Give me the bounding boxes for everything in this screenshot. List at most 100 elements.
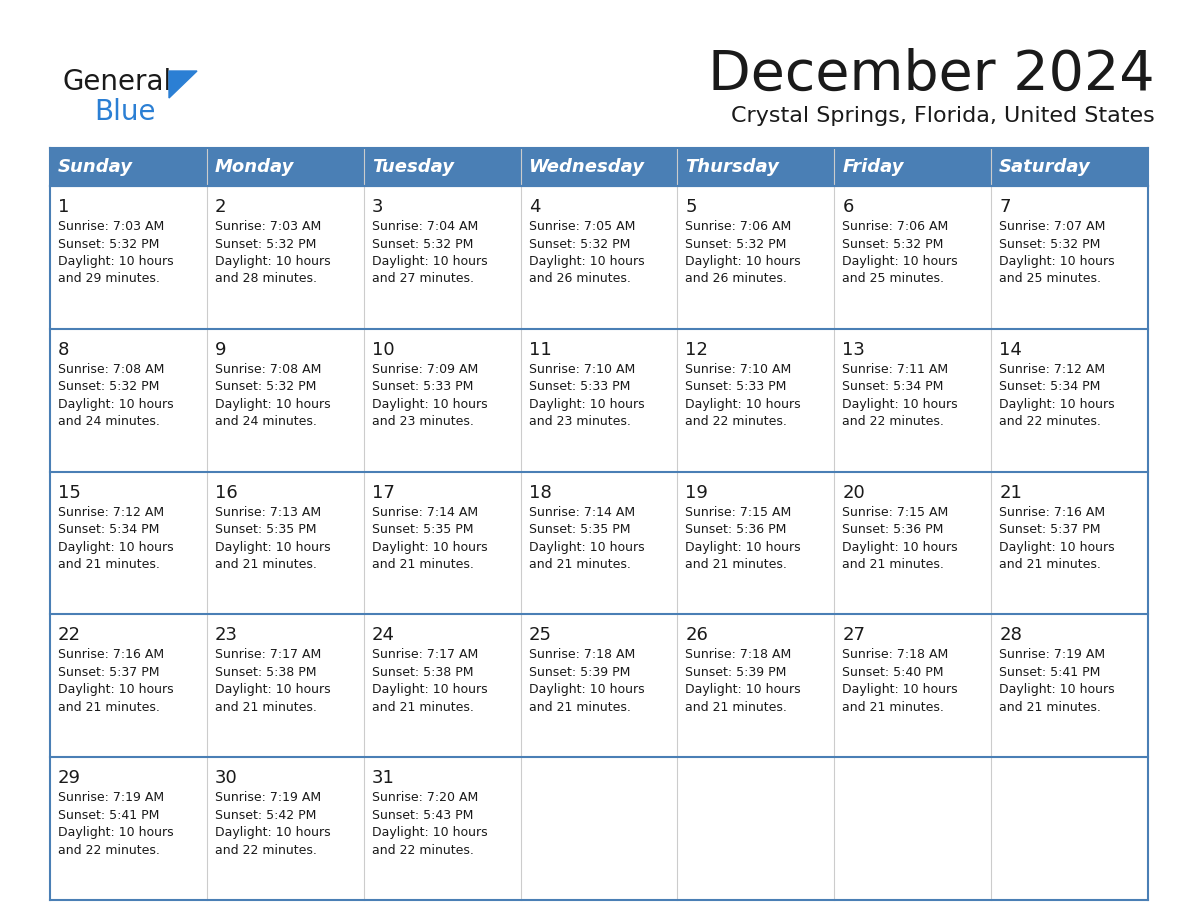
- Text: and 22 minutes.: and 22 minutes.: [58, 844, 160, 856]
- Text: Sunset: 5:39 PM: Sunset: 5:39 PM: [529, 666, 630, 679]
- Text: 15: 15: [58, 484, 81, 501]
- Text: 8: 8: [58, 341, 69, 359]
- Text: Sunrise: 7:14 AM: Sunrise: 7:14 AM: [372, 506, 478, 519]
- Text: Sunrise: 7:07 AM: Sunrise: 7:07 AM: [999, 220, 1106, 233]
- Text: Sunrise: 7:19 AM: Sunrise: 7:19 AM: [999, 648, 1105, 661]
- Text: Daylight: 10 hours: Daylight: 10 hours: [529, 683, 644, 697]
- Text: Daylight: 10 hours: Daylight: 10 hours: [529, 541, 644, 554]
- Text: and 21 minutes.: and 21 minutes.: [999, 701, 1101, 714]
- Text: Sunrise: 7:15 AM: Sunrise: 7:15 AM: [842, 506, 948, 519]
- Text: Sunset: 5:42 PM: Sunset: 5:42 PM: [215, 809, 316, 822]
- Text: Sunset: 5:32 PM: Sunset: 5:32 PM: [529, 238, 630, 251]
- Text: 5: 5: [685, 198, 697, 216]
- Text: Sunset: 5:32 PM: Sunset: 5:32 PM: [215, 380, 316, 393]
- Text: Sunset: 5:33 PM: Sunset: 5:33 PM: [529, 380, 630, 393]
- Text: 31: 31: [372, 769, 394, 788]
- Text: 24: 24: [372, 626, 394, 644]
- Text: Crystal Springs, Florida, United States: Crystal Springs, Florida, United States: [732, 106, 1155, 126]
- Bar: [50, 148, 1148, 186]
- Text: 1: 1: [58, 198, 69, 216]
- Text: 22: 22: [58, 626, 81, 644]
- Text: Sunset: 5:32 PM: Sunset: 5:32 PM: [685, 238, 786, 251]
- Text: Sunset: 5:33 PM: Sunset: 5:33 PM: [685, 380, 786, 393]
- Text: 20: 20: [842, 484, 865, 501]
- Text: Sunset: 5:38 PM: Sunset: 5:38 PM: [215, 666, 316, 679]
- Text: Sunrise: 7:03 AM: Sunrise: 7:03 AM: [215, 220, 321, 233]
- Text: Sunrise: 7:11 AM: Sunrise: 7:11 AM: [842, 363, 948, 375]
- Text: Sunrise: 7:09 AM: Sunrise: 7:09 AM: [372, 363, 478, 375]
- Text: Sunrise: 7:04 AM: Sunrise: 7:04 AM: [372, 220, 478, 233]
- Text: and 21 minutes.: and 21 minutes.: [215, 701, 317, 714]
- Text: and 28 minutes.: and 28 minutes.: [215, 273, 317, 285]
- Text: Sunset: 5:43 PM: Sunset: 5:43 PM: [372, 809, 473, 822]
- Text: and 21 minutes.: and 21 minutes.: [685, 558, 788, 571]
- Text: Daylight: 10 hours: Daylight: 10 hours: [58, 826, 173, 839]
- Text: and 21 minutes.: and 21 minutes.: [842, 701, 944, 714]
- Text: and 21 minutes.: and 21 minutes.: [215, 558, 317, 571]
- Text: Daylight: 10 hours: Daylight: 10 hours: [685, 683, 801, 697]
- Text: Sunset: 5:36 PM: Sunset: 5:36 PM: [685, 523, 786, 536]
- Text: Daylight: 10 hours: Daylight: 10 hours: [58, 255, 173, 268]
- Text: Sunset: 5:37 PM: Sunset: 5:37 PM: [58, 666, 159, 679]
- Text: Sunset: 5:41 PM: Sunset: 5:41 PM: [999, 666, 1100, 679]
- Text: Daylight: 10 hours: Daylight: 10 hours: [215, 683, 330, 697]
- Text: and 23 minutes.: and 23 minutes.: [372, 415, 474, 429]
- Text: Daylight: 10 hours: Daylight: 10 hours: [58, 541, 173, 554]
- Text: Sunrise: 7:15 AM: Sunrise: 7:15 AM: [685, 506, 791, 519]
- Text: 7: 7: [999, 198, 1011, 216]
- Text: Sunrise: 7:14 AM: Sunrise: 7:14 AM: [529, 506, 634, 519]
- Text: 30: 30: [215, 769, 238, 788]
- Text: Sunset: 5:34 PM: Sunset: 5:34 PM: [999, 380, 1100, 393]
- Text: 10: 10: [372, 341, 394, 359]
- Text: Daylight: 10 hours: Daylight: 10 hours: [842, 397, 958, 410]
- Text: Sunset: 5:32 PM: Sunset: 5:32 PM: [58, 380, 159, 393]
- Text: Daylight: 10 hours: Daylight: 10 hours: [372, 397, 487, 410]
- Text: and 24 minutes.: and 24 minutes.: [215, 415, 317, 429]
- Text: and 21 minutes.: and 21 minutes.: [372, 558, 474, 571]
- Text: Sunset: 5:34 PM: Sunset: 5:34 PM: [842, 380, 943, 393]
- Text: 3: 3: [372, 198, 384, 216]
- Text: and 24 minutes.: and 24 minutes.: [58, 415, 160, 429]
- Text: 11: 11: [529, 341, 551, 359]
- Text: and 25 minutes.: and 25 minutes.: [999, 273, 1101, 285]
- Text: 17: 17: [372, 484, 394, 501]
- Text: Sunrise: 7:08 AM: Sunrise: 7:08 AM: [215, 363, 321, 375]
- Text: Daylight: 10 hours: Daylight: 10 hours: [372, 255, 487, 268]
- Text: and 26 minutes.: and 26 minutes.: [685, 273, 788, 285]
- Bar: [50, 614, 1148, 757]
- Text: 26: 26: [685, 626, 708, 644]
- Text: Daylight: 10 hours: Daylight: 10 hours: [215, 541, 330, 554]
- Text: Sunset: 5:32 PM: Sunset: 5:32 PM: [999, 238, 1100, 251]
- Text: Sunrise: 7:03 AM: Sunrise: 7:03 AM: [58, 220, 164, 233]
- Text: and 23 minutes.: and 23 minutes.: [529, 415, 631, 429]
- Text: Blue: Blue: [94, 98, 156, 126]
- Text: Daylight: 10 hours: Daylight: 10 hours: [372, 683, 487, 697]
- Polygon shape: [169, 71, 197, 98]
- Text: Daylight: 10 hours: Daylight: 10 hours: [529, 255, 644, 268]
- Text: and 22 minutes.: and 22 minutes.: [999, 415, 1101, 429]
- Text: Daylight: 10 hours: Daylight: 10 hours: [215, 826, 330, 839]
- Text: Sunset: 5:32 PM: Sunset: 5:32 PM: [58, 238, 159, 251]
- Text: Daylight: 10 hours: Daylight: 10 hours: [215, 255, 330, 268]
- Text: 13: 13: [842, 341, 865, 359]
- Text: Sunrise: 7:20 AM: Sunrise: 7:20 AM: [372, 791, 478, 804]
- Text: Sunrise: 7:06 AM: Sunrise: 7:06 AM: [685, 220, 791, 233]
- Text: Sunrise: 7:13 AM: Sunrise: 7:13 AM: [215, 506, 321, 519]
- Text: Sunrise: 7:05 AM: Sunrise: 7:05 AM: [529, 220, 634, 233]
- Text: Sunset: 5:36 PM: Sunset: 5:36 PM: [842, 523, 943, 536]
- Text: 14: 14: [999, 341, 1022, 359]
- Text: and 27 minutes.: and 27 minutes.: [372, 273, 474, 285]
- Text: Sunrise: 7:12 AM: Sunrise: 7:12 AM: [999, 363, 1105, 375]
- Bar: [50, 757, 1148, 900]
- Text: and 21 minutes.: and 21 minutes.: [842, 558, 944, 571]
- Text: Sunset: 5:35 PM: Sunset: 5:35 PM: [372, 523, 473, 536]
- Text: 12: 12: [685, 341, 708, 359]
- Text: Sunset: 5:32 PM: Sunset: 5:32 PM: [215, 238, 316, 251]
- Text: and 22 minutes.: and 22 minutes.: [685, 415, 788, 429]
- Text: and 21 minutes.: and 21 minutes.: [685, 701, 788, 714]
- Text: and 21 minutes.: and 21 minutes.: [999, 558, 1101, 571]
- Text: Daylight: 10 hours: Daylight: 10 hours: [372, 541, 487, 554]
- Bar: [50, 329, 1148, 472]
- Text: Daylight: 10 hours: Daylight: 10 hours: [842, 541, 958, 554]
- Text: 27: 27: [842, 626, 865, 644]
